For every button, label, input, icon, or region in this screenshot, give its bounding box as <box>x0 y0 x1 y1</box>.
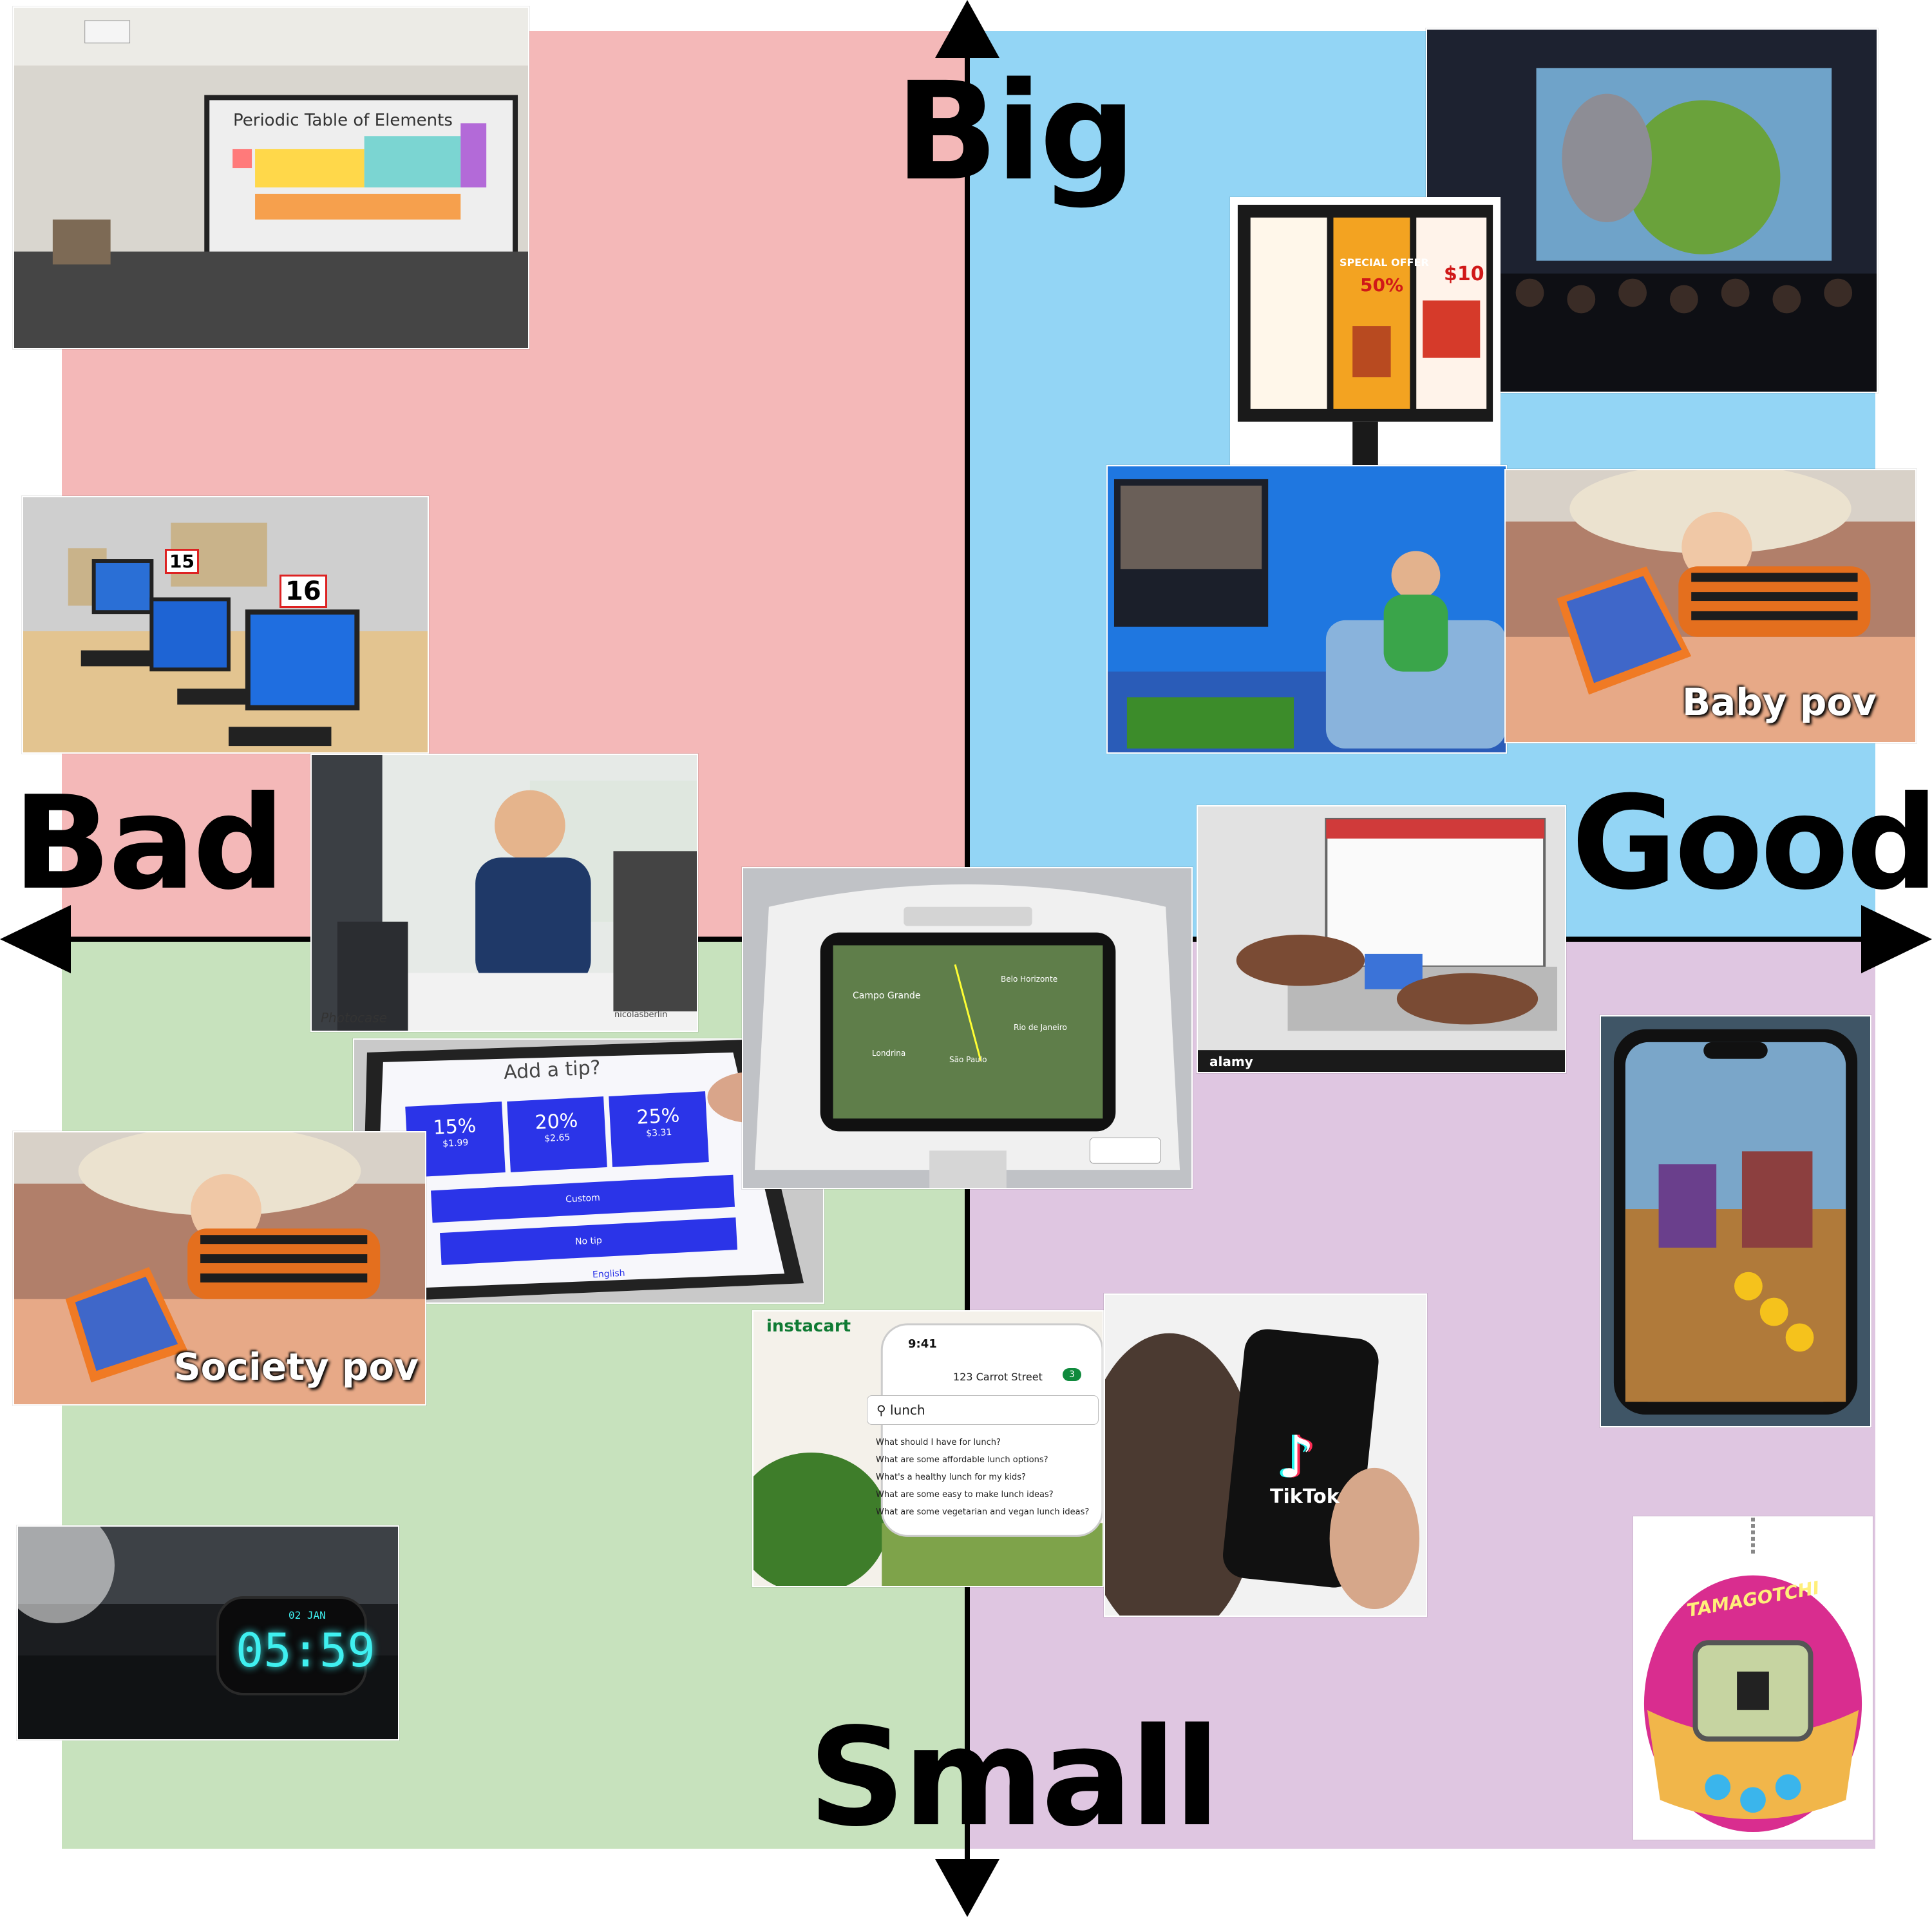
office-brand: Photocase <box>321 1010 388 1025</box>
seat-city-londrina: Londrina <box>872 1049 906 1058</box>
tip-option-20: 20% $2.65 <box>507 1096 607 1172</box>
baby-pov-photo: Baby pov <box>1504 469 1917 743</box>
instacart-suggestions: What should I have for lunch? What are s… <box>876 1434 1089 1521</box>
menu-price: $10 <box>1444 263 1484 285</box>
menu-offer: SPECIAL OFFER <box>1340 256 1429 269</box>
instacart-brand: instacart <box>766 1317 851 1336</box>
shop-brand: alamy <box>1209 1054 1253 1069</box>
digital-menu-board-photo: SPECIAL OFFER 50% $10 <box>1230 197 1501 468</box>
lab-number-15: 15 <box>165 549 199 574</box>
clock-time: 05:59 <box>236 1623 375 1677</box>
list-item[interactable]: What are some affordable lunch options? <box>876 1455 1048 1465</box>
list-item[interactable]: What should I have for lunch? <box>876 1438 1001 1447</box>
baby-pov-caption: Baby pov <box>1681 680 1877 724</box>
movie-theater-photo <box>1426 28 1878 393</box>
alarm-clock-photo: 02 JAN 05:59 <box>17 1525 399 1741</box>
instacart-cart[interactable]: 3 <box>1063 1368 1081 1381</box>
axis-label-good: Good <box>1571 768 1932 919</box>
arrow-left-icon <box>0 905 71 973</box>
arrow-up-icon <box>935 0 999 58</box>
axis-label-small: Small <box>808 1699 1220 1856</box>
seat-city-campo-grande: Campo Grande <box>853 991 921 1001</box>
instacart-search[interactable]: ⚲ lunch <box>867 1395 1099 1425</box>
seat-city-belo-horizonte: Belo Horizonte <box>1001 975 1058 984</box>
search-icon: ⚲ <box>876 1402 886 1418</box>
society-pov-caption: Society pov <box>173 1345 419 1389</box>
instacart-time: 9:41 <box>908 1337 937 1351</box>
menu-offer-pct: 50% <box>1360 274 1404 296</box>
tiktok-phone-photo: ♪ TikTok <box>1104 1293 1427 1617</box>
arrow-down-icon <box>935 1859 999 1917</box>
tip-language: English <box>592 1268 625 1281</box>
tip-option-25: 25% $3.31 <box>609 1091 709 1167</box>
tiktok-logo-icon: ♪ <box>1278 1424 1315 1491</box>
seat-city-rio: Rio de Janeiro <box>1014 1023 1067 1032</box>
axis-label-big: Big <box>895 53 1136 211</box>
axis-label-bad: Bad <box>13 768 285 919</box>
society-pov-photo: Society pov <box>13 1131 426 1406</box>
airplane-seat-screen-photo: Campo Grande Belo Horizonte Rio de Janei… <box>742 867 1193 1189</box>
office-worker-photo: Photocase nicolasberlin <box>310 754 698 1032</box>
office-credit: nicolasberlin <box>614 1010 668 1020</box>
clock-date: 02 JAN <box>289 1609 326 1621</box>
tiktok-brand: TikTok <box>1270 1485 1340 1508</box>
laptop-shopping-photo: alamy <box>1197 805 1566 1073</box>
computer-lab-photo: 16 15 <box>22 496 429 754</box>
instacart-app-photo: instacart 9:41 123 Carrot Street 3 ⚲ lun… <box>752 1310 1104 1587</box>
list-item[interactable]: What are some easy to make lunch ideas? <box>876 1490 1054 1500</box>
tamagotchi-photo: TAMAGOTCHI <box>1633 1516 1873 1840</box>
list-item[interactable]: What's a healthy lunch for my kids? <box>876 1473 1026 1482</box>
lab-number-16: 16 <box>279 575 327 608</box>
classroom-projector-photo: Periodic Table of Elements <box>13 6 529 349</box>
list-item[interactable]: What are some vegetarian and vegan lunch… <box>876 1507 1090 1517</box>
living-room-tv-photo <box>1106 465 1507 754</box>
subway-game-phone-photo <box>1600 1015 1871 1427</box>
instacart-address: 123 Carrot Street <box>953 1371 1043 1383</box>
classroom-title: Periodic Table of Elements <box>233 111 453 130</box>
seat-city-sao-paulo: São Paulo <box>949 1055 987 1064</box>
instacart-search-text: lunch <box>890 1402 925 1418</box>
arrow-right-icon <box>1861 905 1932 973</box>
